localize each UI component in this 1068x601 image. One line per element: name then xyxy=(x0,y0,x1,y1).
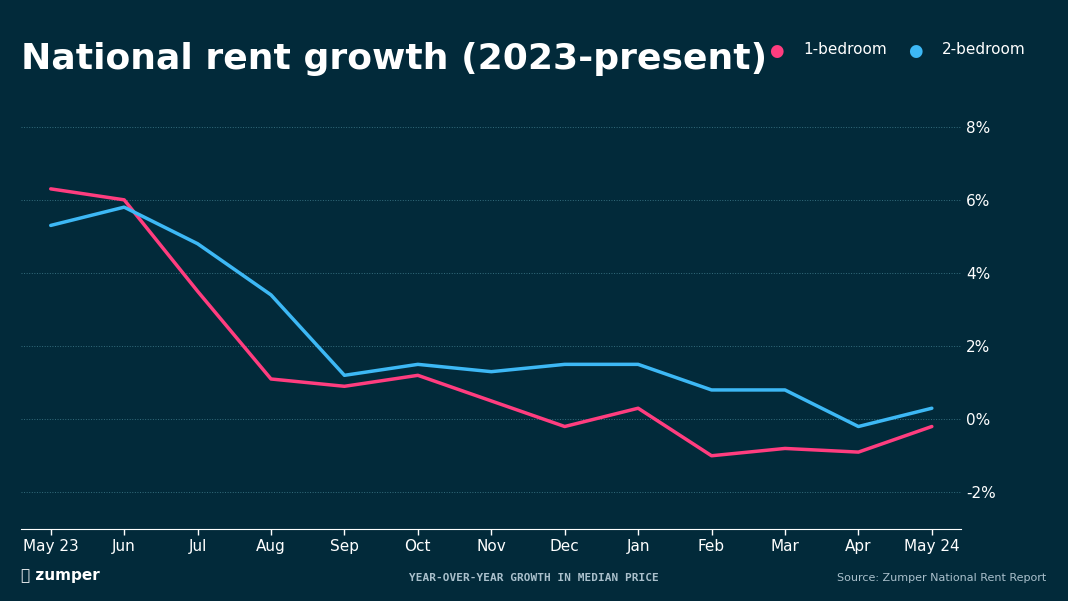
Text: ●: ● xyxy=(908,42,923,60)
Text: YEAR-OVER-YEAR GROWTH IN MEDIAN PRICE: YEAR-OVER-YEAR GROWTH IN MEDIAN PRICE xyxy=(409,573,659,583)
Text: National rent growth (2023-present): National rent growth (2023-present) xyxy=(21,42,768,76)
Text: Source: Zumper National Rent Report: Source: Zumper National Rent Report xyxy=(837,573,1047,583)
Text: 2-bedroom: 2-bedroom xyxy=(942,42,1025,57)
Text: 🏠 zumper: 🏠 zumper xyxy=(21,568,100,583)
Text: 1-bedroom: 1-bedroom xyxy=(803,42,886,57)
Text: ●: ● xyxy=(769,42,784,60)
